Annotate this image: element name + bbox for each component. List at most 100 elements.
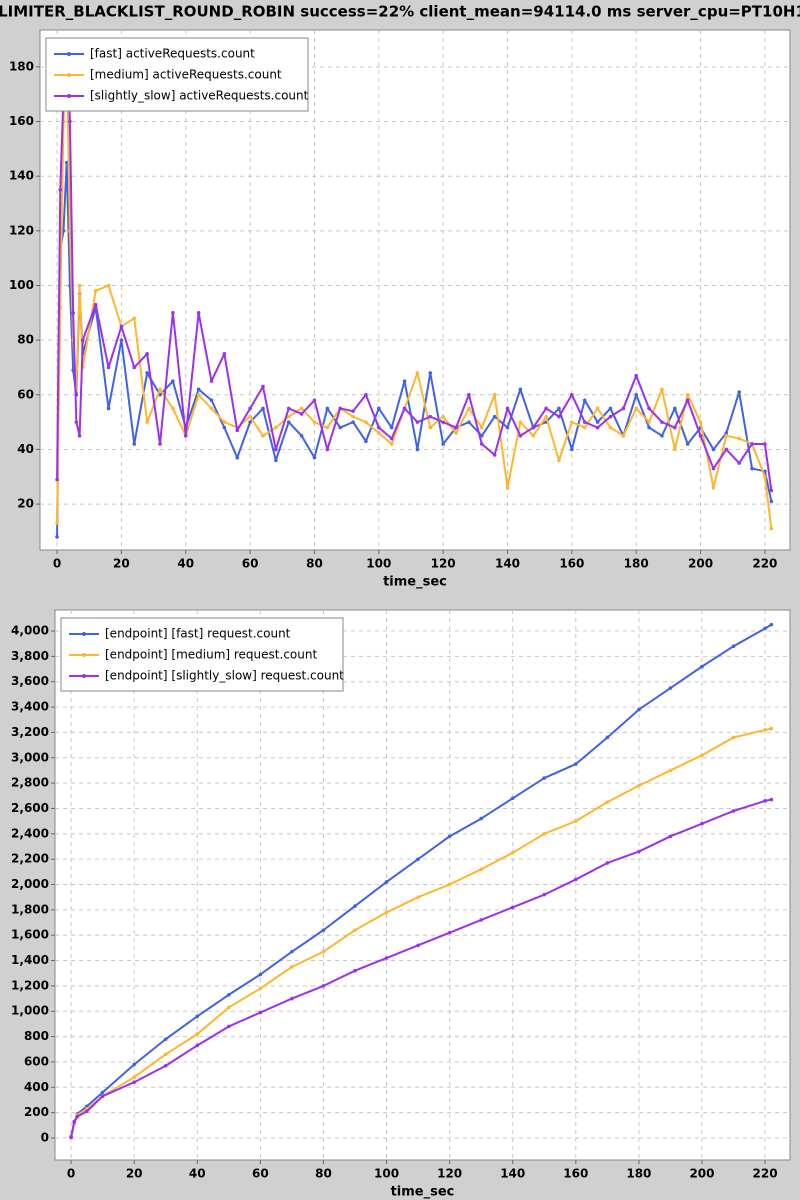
data-point: [510, 796, 515, 801]
legend-box: [60, 617, 344, 692]
data-point: [351, 409, 355, 413]
data-point: [634, 373, 639, 378]
data-point: [261, 433, 265, 438]
x-tick-label: 80: [315, 1167, 332, 1181]
legend-label: [endpoint] [medium] request.count: [105, 648, 317, 662]
data-point: [321, 949, 326, 954]
data-point: [132, 442, 137, 446]
x-tick-label: 100: [374, 1167, 399, 1181]
data-point: [209, 398, 214, 403]
data-point: [582, 420, 587, 424]
y-tick-label: 3,800: [11, 649, 49, 663]
data-point: [389, 442, 394, 446]
data-point: [286, 414, 291, 419]
y-tick-label: 400: [24, 1080, 49, 1094]
data-point: [100, 1094, 105, 1098]
data-point: [416, 857, 420, 861]
data-point: [106, 283, 111, 288]
data-point: [673, 425, 677, 430]
plot-marks: [69, 622, 774, 1140]
data-point: [737, 436, 741, 441]
legend-marker: [82, 632, 86, 636]
data-point: [492, 392, 497, 397]
data-point: [64, 160, 69, 165]
data-point: [505, 485, 510, 490]
data-point: [325, 447, 330, 452]
data-point: [595, 425, 600, 430]
data-point: [595, 420, 600, 424]
data-point: [574, 877, 578, 882]
data-point: [286, 420, 291, 424]
data-point: [510, 905, 515, 910]
data-point: [711, 447, 716, 452]
data-point: [132, 365, 137, 370]
data-point: [608, 425, 613, 430]
x-tick-label: 40: [189, 1167, 206, 1181]
data-point: [222, 425, 227, 430]
data-point: [248, 406, 252, 411]
data-point: [518, 433, 523, 438]
data-point: [637, 783, 641, 788]
chart-title: CY_LIMITER_BLACKLIST_ROUND_ROBIN success…: [0, 3, 800, 21]
data-point: [85, 1109, 89, 1114]
x-tick-label: 160: [559, 557, 584, 571]
data-point: [290, 996, 294, 1001]
data-point: [163, 1037, 168, 1041]
y-tick-label: 160: [9, 114, 34, 128]
x-tick-label: 0: [53, 557, 61, 571]
y-tick-label: 80: [17, 333, 34, 347]
data-point: [769, 622, 774, 627]
data-point: [660, 387, 664, 392]
data-point: [542, 892, 547, 897]
data-point: [290, 965, 294, 969]
data-point: [72, 1119, 77, 1124]
data-point: [416, 943, 420, 948]
data-point: [492, 414, 497, 419]
data-point: [647, 425, 651, 430]
data-point: [389, 436, 394, 441]
x-tick-label: 220: [753, 1167, 778, 1181]
data-point: [763, 728, 767, 732]
data-point: [402, 406, 407, 411]
data-point: [145, 352, 149, 356]
y-tick-label: 2,000: [11, 877, 49, 891]
y-tick-label: 3,000: [11, 750, 49, 764]
data-point: [209, 406, 214, 411]
data-point: [415, 420, 420, 424]
data-point: [68, 119, 72, 124]
x-tick-label: 160: [563, 1167, 588, 1181]
data-point: [750, 442, 754, 446]
data-point: [145, 420, 149, 424]
data-point: [261, 384, 265, 389]
data-point: [377, 406, 381, 411]
data-point: [544, 414, 548, 419]
data-point: [290, 949, 294, 954]
x-tick-label: 180: [624, 557, 649, 571]
y-tick-label: 1,200: [11, 978, 49, 992]
data-point: [711, 485, 716, 490]
data-point: [542, 776, 547, 780]
data-point: [608, 414, 613, 419]
data-point: [660, 433, 664, 438]
y-tick-label: 120: [9, 223, 34, 237]
y-tick-label: 4,000: [11, 624, 49, 638]
data-point: [660, 420, 664, 424]
data-point: [158, 442, 162, 446]
data-point: [351, 420, 355, 424]
y-tick-label: 0: [41, 1130, 49, 1144]
x-tick-label: 180: [626, 1167, 651, 1181]
x-tick-label: 140: [495, 557, 520, 571]
data-point: [621, 433, 626, 438]
data-point: [510, 851, 515, 855]
chart-panel: 02004006008001,0001,2001,4001,6001,8002,…: [11, 609, 791, 1200]
y-tick-label: 200: [24, 1105, 49, 1119]
y-tick-label: 20: [17, 497, 34, 511]
legend-label: [fast] activeRequests.count: [90, 47, 255, 61]
data-point: [668, 686, 673, 690]
data-point: [389, 425, 394, 430]
plot-marks: [55, 37, 774, 539]
data-point: [119, 338, 124, 342]
data-point: [222, 420, 227, 424]
data-point: [274, 458, 278, 463]
